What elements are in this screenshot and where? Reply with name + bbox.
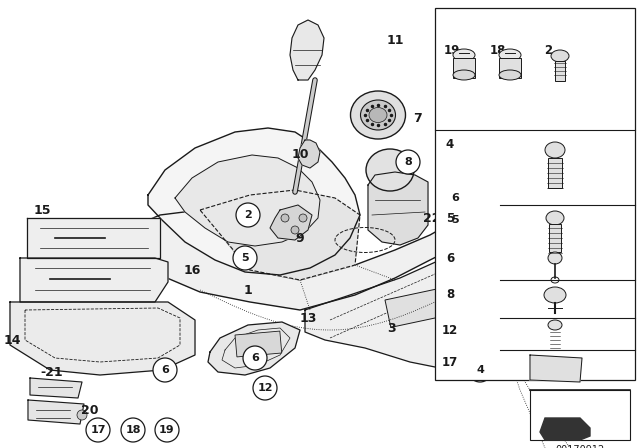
Text: 13: 13 (300, 311, 317, 324)
Circle shape (468, 358, 492, 382)
Text: 19: 19 (159, 425, 175, 435)
Circle shape (236, 203, 260, 227)
Text: 7: 7 (413, 112, 422, 125)
Text: 4: 4 (446, 138, 454, 151)
Circle shape (443, 208, 467, 232)
Polygon shape (20, 258, 168, 302)
Polygon shape (200, 190, 360, 280)
Text: 19: 19 (444, 43, 460, 56)
Text: 17: 17 (442, 356, 458, 369)
Text: 6: 6 (161, 365, 169, 375)
Polygon shape (100, 172, 555, 310)
Ellipse shape (551, 50, 569, 62)
Text: 8: 8 (446, 289, 454, 302)
Text: 5: 5 (451, 215, 459, 225)
Polygon shape (148, 128, 360, 275)
Polygon shape (175, 155, 320, 246)
Circle shape (153, 358, 177, 382)
Circle shape (396, 150, 420, 174)
Circle shape (281, 214, 289, 222)
Bar (450, 327, 513, 362)
Circle shape (121, 418, 145, 442)
Bar (549, 224, 561, 252)
Text: 18: 18 (125, 425, 141, 435)
Text: 6: 6 (251, 353, 259, 363)
Ellipse shape (453, 49, 475, 61)
Circle shape (253, 376, 277, 400)
Ellipse shape (351, 91, 406, 139)
Text: 1: 1 (244, 284, 252, 297)
Text: 12: 12 (257, 383, 273, 393)
Text: 22: 22 (423, 211, 441, 224)
Text: 5: 5 (446, 211, 454, 224)
Bar (435, 8, 635, 380)
Text: 20: 20 (81, 404, 99, 417)
Text: 18: 18 (490, 43, 506, 56)
Ellipse shape (548, 252, 562, 264)
Text: 2: 2 (244, 210, 252, 220)
Polygon shape (27, 218, 160, 258)
Text: 6: 6 (446, 251, 454, 264)
Polygon shape (530, 355, 582, 382)
Text: 6: 6 (451, 193, 459, 203)
Polygon shape (208, 322, 300, 375)
Bar (385, 284, 464, 327)
Bar (548, 158, 562, 188)
Text: 3: 3 (388, 322, 396, 335)
Ellipse shape (544, 287, 566, 303)
Polygon shape (28, 400, 84, 424)
Circle shape (299, 214, 307, 222)
Text: -21: -21 (41, 366, 63, 379)
Polygon shape (305, 205, 560, 372)
Text: 14: 14 (3, 333, 20, 346)
Ellipse shape (499, 49, 521, 61)
Circle shape (155, 418, 179, 442)
Text: 10: 10 (291, 148, 308, 161)
Bar (235, 331, 282, 357)
Circle shape (443, 186, 467, 210)
Text: 4: 4 (476, 365, 484, 375)
Circle shape (243, 346, 267, 370)
Circle shape (77, 410, 87, 420)
Polygon shape (290, 20, 324, 80)
Ellipse shape (360, 100, 396, 130)
Polygon shape (30, 378, 82, 398)
Text: 12: 12 (442, 323, 458, 336)
Bar (555, 61, 565, 81)
Polygon shape (540, 418, 590, 440)
Bar (499, 58, 521, 78)
Ellipse shape (453, 70, 475, 80)
Text: 9: 9 (296, 232, 304, 245)
Bar (530, 390, 630, 440)
Ellipse shape (499, 70, 521, 80)
Text: 17: 17 (90, 425, 106, 435)
Circle shape (291, 226, 299, 234)
Text: 00170912: 00170912 (556, 445, 605, 448)
Ellipse shape (369, 108, 387, 122)
Ellipse shape (548, 320, 562, 330)
Text: 8: 8 (404, 157, 412, 167)
Text: 5: 5 (241, 253, 249, 263)
Text: 15: 15 (33, 203, 51, 216)
Circle shape (86, 418, 110, 442)
Polygon shape (298, 140, 320, 168)
Polygon shape (368, 172, 428, 245)
Ellipse shape (545, 142, 565, 158)
Text: 2: 2 (544, 43, 552, 56)
Ellipse shape (546, 211, 564, 225)
Ellipse shape (366, 149, 414, 191)
Polygon shape (270, 205, 312, 240)
Bar (453, 58, 475, 78)
Circle shape (233, 246, 257, 270)
Text: 11: 11 (387, 34, 404, 47)
Text: 16: 16 (183, 263, 201, 276)
Polygon shape (10, 302, 195, 375)
